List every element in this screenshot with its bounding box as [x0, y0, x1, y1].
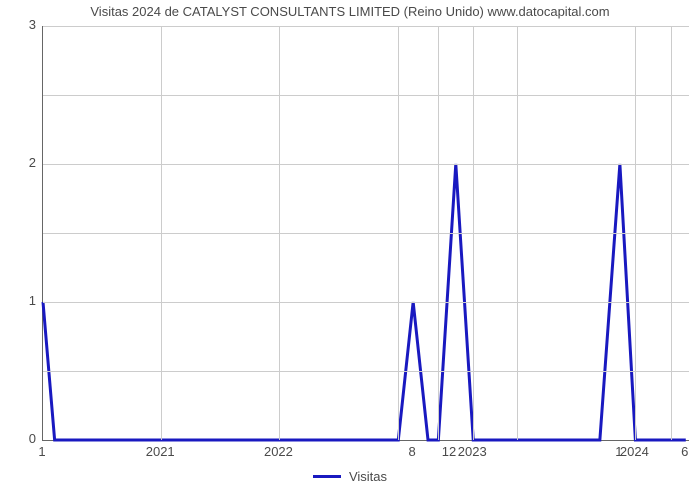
x-tick-label: 2024: [620, 444, 649, 459]
grid-h: [43, 164, 689, 165]
grid-h: [43, 302, 689, 303]
grid-v: [438, 26, 439, 440]
x-tick-label: 2021: [146, 444, 175, 459]
grid-v: [398, 26, 399, 440]
legend-swatch: [313, 475, 341, 478]
x-tick-label: 1: [38, 444, 45, 459]
x-tick-label: 2023: [458, 444, 487, 459]
y-tick-label: 2: [6, 155, 36, 170]
legend: Visitas: [0, 466, 700, 484]
x-tick-label: 12: [442, 444, 456, 459]
grid-h-minor: [43, 95, 689, 96]
legend-label: Visitas: [349, 469, 387, 484]
grid-v: [279, 26, 280, 440]
grid-h-minor: [43, 371, 689, 372]
legend-item-visitas: Visitas: [313, 469, 387, 484]
x-tick-label: 6: [681, 444, 688, 459]
plot-area: [42, 26, 689, 441]
grid-v: [473, 26, 474, 440]
x-tick-label: 2022: [264, 444, 293, 459]
y-tick-label: 0: [6, 431, 36, 446]
grid-v: [635, 26, 636, 440]
grid-v: [671, 26, 672, 440]
grid-h: [43, 26, 689, 27]
grid-h-minor: [43, 233, 689, 234]
y-tick-label: 3: [6, 17, 36, 32]
chart-title: Visitas 2024 de CATALYST CONSULTANTS LIM…: [0, 4, 700, 19]
x-tick-label: 8: [409, 444, 416, 459]
y-tick-label: 1: [6, 293, 36, 308]
grid-v: [517, 26, 518, 440]
grid-v: [161, 26, 162, 440]
